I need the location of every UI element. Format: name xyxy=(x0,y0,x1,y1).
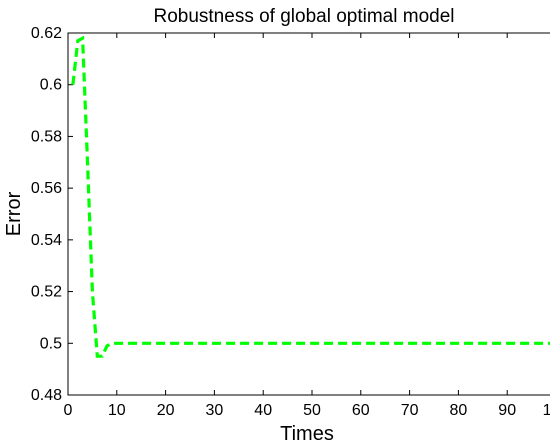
tick-labels: 0 10 20 30 40 50 60 70 80 90 100 0.48 0.5 0.52 0.54 0.5… xyxy=(31,25,550,419)
y-tick-label: 0.48 xyxy=(31,387,62,404)
x-tick-label: 60 xyxy=(352,402,370,419)
x-tick-label: 0 xyxy=(64,402,73,419)
y-tick-label: 0.52 xyxy=(31,284,62,301)
chart-title: Robustness of global optimal model xyxy=(153,6,454,27)
y-tick-label: 0.5 xyxy=(40,335,62,352)
x-tick-label: 10 xyxy=(108,402,126,419)
y-tick-label: 0.62 xyxy=(31,25,62,42)
x-tick-label: 100 xyxy=(543,402,550,419)
series-layer xyxy=(71,35,550,358)
y-axis-label: Error xyxy=(3,191,25,236)
axis-ticks xyxy=(67,32,508,396)
x-tick-label: 80 xyxy=(450,402,468,419)
x-tick-label: 30 xyxy=(206,402,224,419)
x-tick-label: 50 xyxy=(303,402,321,419)
x-tick-label: 20 xyxy=(157,402,175,419)
y-tick-label: 0.54 xyxy=(31,232,62,249)
series-line-1 xyxy=(71,35,550,358)
y-tick-label: 0.58 xyxy=(31,128,62,145)
x-tick-label: 40 xyxy=(254,402,272,419)
x-tick-label: 70 xyxy=(401,402,419,419)
y-tick-label: 0.6 xyxy=(40,77,62,94)
y-tick-label: 0.56 xyxy=(31,180,62,197)
plot-frame xyxy=(67,32,550,396)
x-tick-label: 90 xyxy=(498,402,516,419)
x-axis-label: Times xyxy=(280,423,334,445)
